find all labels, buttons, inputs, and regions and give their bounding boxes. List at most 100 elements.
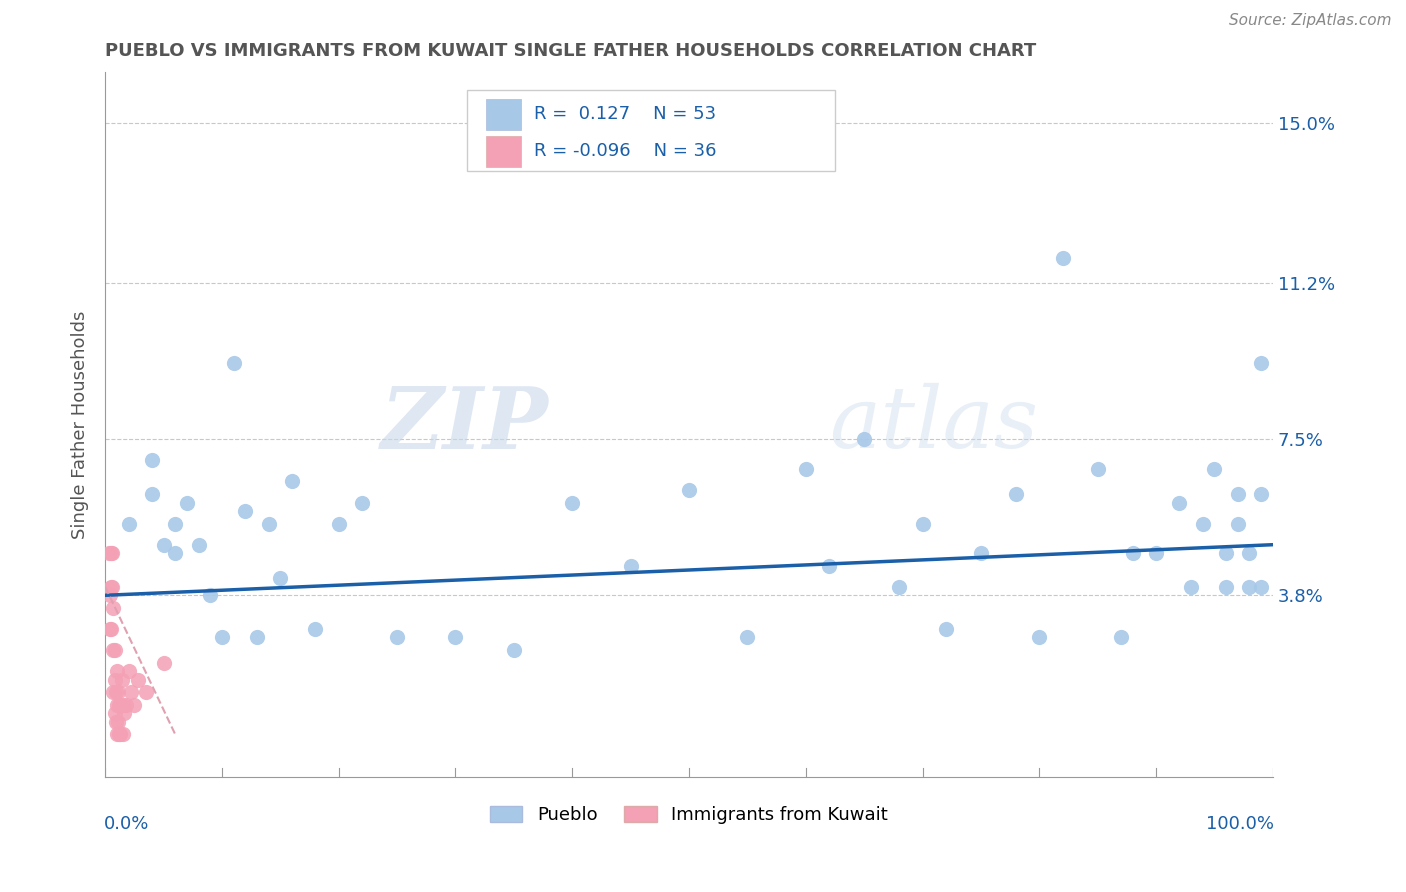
Point <box>222 356 245 370</box>
Point <box>120 685 142 699</box>
Point <box>246 631 269 645</box>
Point <box>107 685 129 699</box>
Point <box>935 622 957 636</box>
Point <box>187 538 209 552</box>
Point <box>104 714 127 729</box>
Point <box>1204 462 1226 476</box>
Point <box>1226 516 1249 531</box>
Point <box>211 631 233 645</box>
Point <box>1215 580 1237 594</box>
Point <box>165 516 187 531</box>
Point <box>1239 546 1261 560</box>
Point <box>1226 487 1249 501</box>
Point <box>110 727 132 741</box>
Point <box>105 727 128 741</box>
Point <box>98 588 121 602</box>
Point <box>1052 251 1074 265</box>
Point <box>103 673 125 687</box>
Point <box>104 685 127 699</box>
Point <box>110 698 132 712</box>
Point <box>1215 546 1237 560</box>
Point <box>1168 495 1191 509</box>
Point <box>124 698 146 712</box>
Point <box>108 727 131 741</box>
Point <box>152 538 174 552</box>
Point <box>818 558 841 573</box>
Point <box>1087 462 1109 476</box>
Point <box>117 664 139 678</box>
Text: atlas: atlas <box>830 384 1038 466</box>
Point <box>281 475 304 489</box>
Point <box>176 495 198 509</box>
Point <box>1250 580 1272 594</box>
Point <box>165 546 187 560</box>
Text: Source: ZipAtlas.com: Source: ZipAtlas.com <box>1229 13 1392 29</box>
Point <box>352 495 374 509</box>
Point <box>115 698 138 712</box>
Point <box>200 588 222 602</box>
Point <box>620 558 643 573</box>
Point <box>101 580 124 594</box>
Point <box>1250 356 1272 370</box>
Point <box>141 487 163 501</box>
Point <box>127 673 149 687</box>
Point <box>98 622 121 636</box>
Text: R =  0.127    N = 53: R = 0.127 N = 53 <box>534 105 716 123</box>
Point <box>111 698 134 712</box>
Point <box>1122 546 1144 560</box>
Point <box>141 453 163 467</box>
Y-axis label: Single Father Households: Single Father Households <box>72 310 89 539</box>
Point <box>502 643 524 657</box>
Point <box>970 546 993 560</box>
Point <box>444 631 467 645</box>
Point <box>1180 580 1202 594</box>
Point <box>889 580 911 594</box>
Point <box>117 516 139 531</box>
Point <box>103 643 125 657</box>
Point <box>1191 516 1213 531</box>
Point <box>100 580 122 594</box>
Text: 100.0%: 100.0% <box>1206 815 1274 833</box>
Point <box>911 516 934 531</box>
Text: R = -0.096    N = 36: R = -0.096 N = 36 <box>534 142 716 161</box>
Point <box>1028 631 1050 645</box>
Point <box>1109 631 1132 645</box>
Point <box>112 706 135 721</box>
FancyBboxPatch shape <box>486 136 520 167</box>
Legend: Pueblo, Immigrants from Kuwait: Pueblo, Immigrants from Kuwait <box>489 805 889 824</box>
Point <box>135 685 157 699</box>
FancyBboxPatch shape <box>467 90 835 171</box>
Point <box>257 516 280 531</box>
Point <box>304 622 326 636</box>
Point <box>269 571 291 585</box>
Point <box>853 432 876 446</box>
Point <box>103 685 125 699</box>
Point <box>110 673 132 687</box>
Point <box>100 622 122 636</box>
Point <box>233 504 256 518</box>
Text: ZIP: ZIP <box>381 383 548 467</box>
Point <box>111 727 134 741</box>
Point <box>100 546 122 560</box>
Point <box>328 516 350 531</box>
Point <box>103 643 125 657</box>
FancyBboxPatch shape <box>486 99 520 129</box>
Point <box>678 483 700 497</box>
Point <box>108 698 131 712</box>
Point <box>107 714 129 729</box>
Text: 0.0%: 0.0% <box>104 815 149 833</box>
Point <box>97 546 120 560</box>
Point <box>1005 487 1028 501</box>
Point <box>385 631 408 645</box>
Point <box>152 656 174 670</box>
Point <box>1239 580 1261 594</box>
Point <box>103 601 125 615</box>
Point <box>105 698 128 712</box>
Point <box>561 495 583 509</box>
Point <box>737 631 759 645</box>
Point <box>105 664 128 678</box>
Point <box>103 706 125 721</box>
Point <box>1250 487 1272 501</box>
Text: PUEBLO VS IMMIGRANTS FROM KUWAIT SINGLE FATHER HOUSEHOLDS CORRELATION CHART: PUEBLO VS IMMIGRANTS FROM KUWAIT SINGLE … <box>105 42 1036 60</box>
Point <box>1144 546 1167 560</box>
